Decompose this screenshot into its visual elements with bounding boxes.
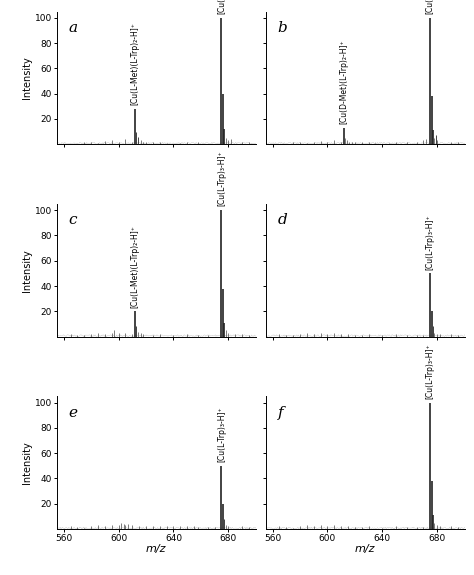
- Text: [Cu(L-Met)(L-Trp)₂-H]⁺: [Cu(L-Met)(L-Trp)₂-H]⁺: [130, 225, 139, 308]
- X-axis label: m/z: m/z: [146, 545, 166, 554]
- Text: b: b: [278, 21, 287, 35]
- Y-axis label: Intensity: Intensity: [22, 56, 32, 99]
- Y-axis label: Intensity: Intensity: [22, 249, 32, 292]
- X-axis label: m/z: m/z: [355, 545, 375, 554]
- Text: f: f: [278, 405, 283, 420]
- Text: [Cu(L-Trp)₃-H]⁺: [Cu(L-Trp)₃-H]⁺: [426, 214, 435, 270]
- Text: c: c: [69, 213, 77, 227]
- Text: [Cu(L-Met)(L-Trp)₂-H]⁺: [Cu(L-Met)(L-Trp)₂-H]⁺: [130, 22, 139, 105]
- Text: [Cu(L-Trp)₃-H]⁺: [Cu(L-Trp)₃-H]⁺: [217, 151, 226, 206]
- Text: e: e: [69, 405, 78, 420]
- Text: [Cu(L-Trp)₃-H]⁺: [Cu(L-Trp)₃-H]⁺: [217, 407, 226, 462]
- Text: [Cu(L-Trp)₃-H]⁺: [Cu(L-Trp)₃-H]⁺: [426, 343, 435, 399]
- Text: [Cu(D-Met)(L-Trp)₂-H]⁺: [Cu(D-Met)(L-Trp)₂-H]⁺: [339, 39, 348, 124]
- Text: a: a: [69, 21, 78, 35]
- Text: [Cu(L-Trp)₃-H]⁺: [Cu(L-Trp)₃-H]⁺: [217, 0, 226, 14]
- Text: d: d: [278, 213, 287, 227]
- Text: [Cu(L-Trp)₃-H]⁺: [Cu(L-Trp)₃-H]⁺: [426, 0, 435, 14]
- Y-axis label: Intensity: Intensity: [22, 441, 32, 484]
